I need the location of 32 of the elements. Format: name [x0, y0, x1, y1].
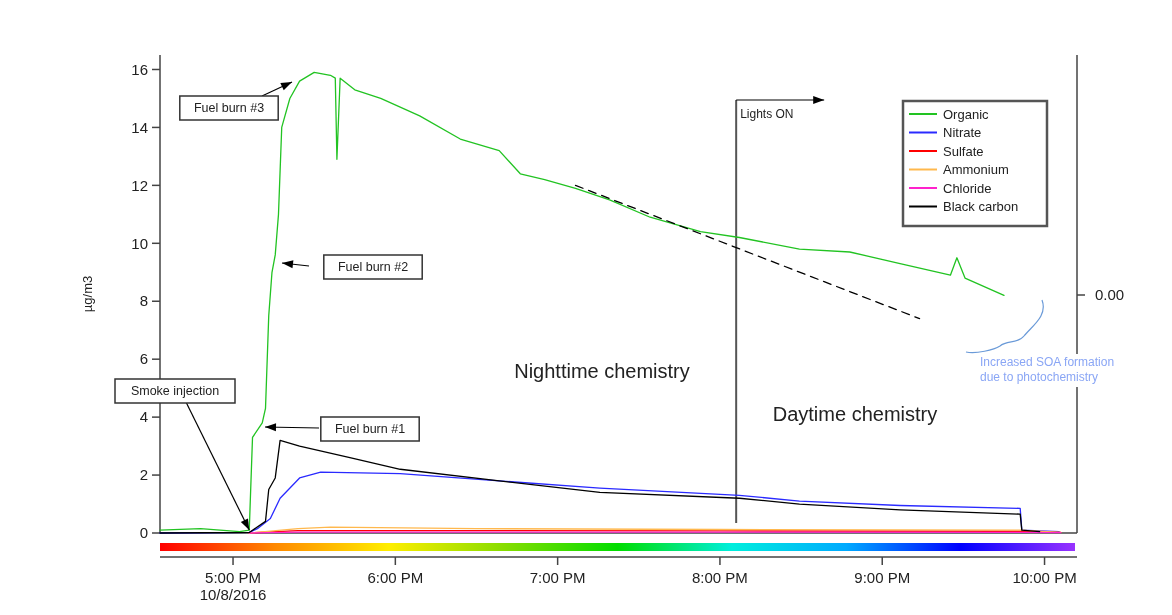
y-tick-label: 8 [139, 292, 148, 310]
annotation: Daytime chemistry [772, 403, 938, 425]
annotation: Fuel burn #3 [193, 101, 265, 116]
annotation: Increased SOA formation due to photochemistry [980, 355, 1115, 384]
legend-label: Sulfate [943, 143, 984, 159]
x-tick-label: 7:00 PM [529, 569, 586, 586]
x-tick-label: 6:00 PM [367, 569, 424, 586]
legend-label: Chloride [943, 180, 992, 196]
x-tick-label: 8:00 PM [692, 569, 748, 586]
y-tick-label: 16 [131, 60, 148, 78]
text: 0.00 [1095, 286, 1125, 304]
annotation: Smoke injection [130, 384, 220, 399]
annotation: Fuel burn #2 [337, 260, 409, 275]
x-tick-label: 9:00 PM [854, 569, 911, 586]
legend-label: Ammonium [943, 162, 1009, 178]
y-tick-label: 6 [139, 350, 148, 368]
annotation: Nighttime chemistry [514, 360, 690, 382]
y-tick-label: 12 [131, 176, 148, 194]
x-tick-label: 5:00 PM 10/8/2016 [199, 569, 267, 603]
x-tick-label: 10:00 PM [1012, 569, 1077, 586]
ref-line-label: Lights ON [740, 107, 794, 121]
y-axis-title: µg/m3 [80, 275, 95, 313]
legend-label: Nitrate [943, 125, 982, 141]
legend-label: Organic [943, 106, 990, 122]
y-tick-label: 2 [139, 466, 148, 484]
annotation: Fuel burn #1 [334, 422, 406, 437]
y-tick-label: 10 [131, 234, 148, 252]
y-tick-label: 4 [139, 408, 148, 426]
legend-label: Black carbon [943, 199, 1019, 215]
y-tick-label: 14 [131, 118, 148, 136]
line-series [159, 439, 1041, 534]
y-tick-label: 0 [139, 524, 148, 542]
